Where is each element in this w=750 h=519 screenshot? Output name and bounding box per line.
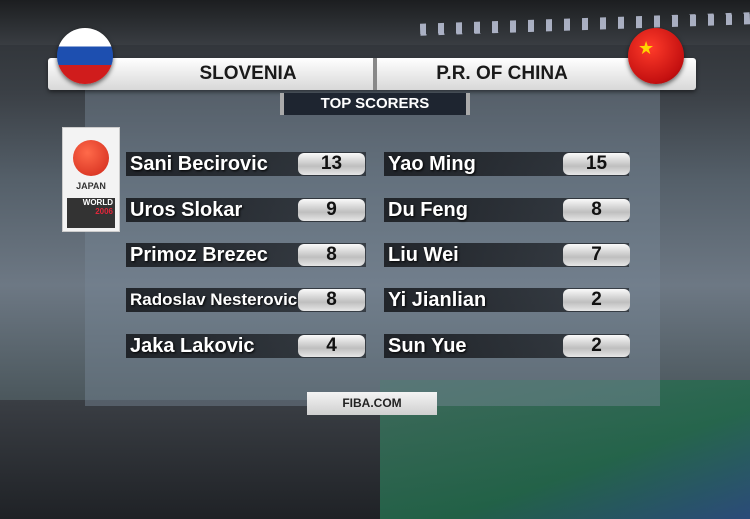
away-player-name: Yi Jianlian — [388, 289, 487, 311]
fiba-footer: FIBA.COM — [307, 392, 437, 415]
logo-country: JAPAN — [76, 181, 106, 191]
logo-year: 2006 — [95, 207, 113, 216]
away-player-points: 2 — [563, 335, 630, 357]
world-championship-badge: WORLD 2006 — [67, 198, 115, 228]
china-flag-icon: ★ — [628, 28, 684, 84]
away-player-points: 7 — [563, 244, 630, 266]
away-player-name: Liu Wei — [388, 244, 459, 266]
teams-header: SLOVENIA P.R. OF CHINA — [48, 58, 696, 90]
away-team-name: P.R. OF CHINA — [436, 63, 568, 84]
away-player-points: 15 — [563, 153, 630, 175]
top-scorers-title: TOP SCORERS — [280, 93, 470, 115]
home-player-points: 8 — [298, 289, 365, 311]
away-player-name: Sun Yue — [388, 335, 467, 357]
home-player-name: Uros Slokar — [130, 199, 243, 221]
home-player-name: Primoz Brezec — [130, 244, 268, 266]
header-divider — [373, 58, 377, 90]
away-player-points: 8 — [563, 199, 630, 221]
home-player-name: Sani Becirovic — [130, 153, 268, 175]
arena-floor — [380, 380, 750, 519]
home-player-points: 8 — [298, 244, 365, 266]
japan-2006-logo: JAPAN WORLD 2006 — [62, 127, 120, 232]
logo-line: WORLD — [82, 198, 113, 207]
home-player-points: 9 — [298, 199, 365, 221]
arena-stands — [0, 400, 380, 519]
home-player-name: Jaka Lakovic — [130, 335, 255, 357]
rising-sun-icon — [73, 140, 109, 176]
home-player-points: 4 — [298, 335, 365, 357]
away-player-points: 2 — [563, 289, 630, 311]
away-player-name: Du Feng — [388, 199, 468, 221]
home-player-points: 13 — [298, 153, 365, 175]
home-player-name: Radoslav Nesterovic — [130, 290, 298, 309]
away-player-name: Yao Ming — [388, 153, 476, 175]
slovenia-flag-icon — [57, 28, 113, 84]
home-team-name: SLOVENIA — [199, 63, 297, 84]
